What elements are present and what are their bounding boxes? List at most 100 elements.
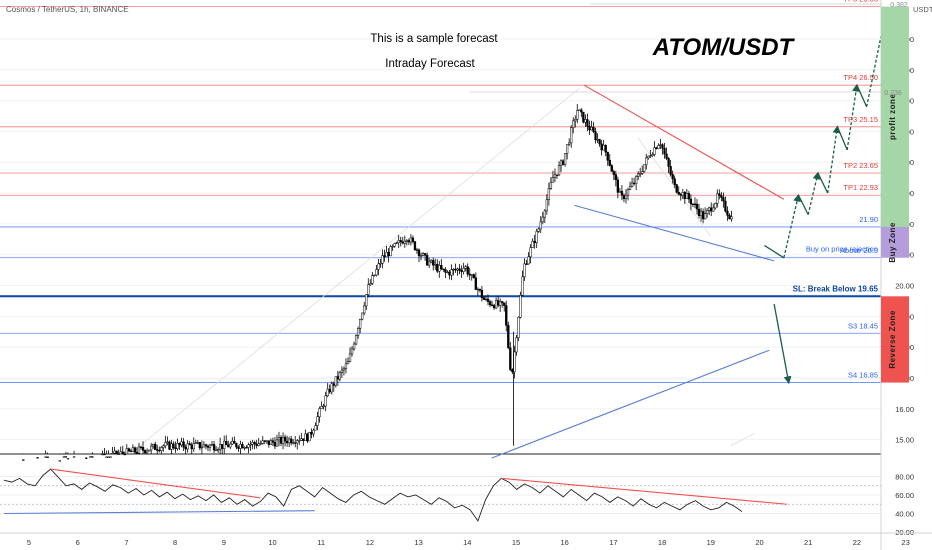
candle-body [472, 274, 475, 279]
time-axis[interactable]: 5 6 7 8 9 10 11 12 13 14 15 16 17 18 19 20 21 22 23 [27, 538, 910, 547]
time-tick-label: 9 [222, 538, 226, 547]
candle-body [287, 438, 291, 444]
candle-body [373, 274, 376, 277]
forecast-segment [797, 194, 809, 215]
zone-label: profit zone [888, 94, 897, 140]
candle-body [152, 444, 155, 447]
candle-body [632, 182, 636, 185]
candle-body [308, 431, 311, 442]
candle-body [726, 210, 729, 216]
candle-body [705, 210, 709, 214]
candle-body [486, 298, 490, 302]
candle-body [233, 440, 236, 444]
candle-body [476, 288, 480, 291]
candle-body [243, 447, 246, 449]
candle-body [693, 203, 697, 206]
candle-body [129, 450, 133, 453]
candle-body [320, 405, 323, 409]
candle-body [622, 194, 626, 199]
level-label: SL: Break Below 19.65 [793, 284, 879, 293]
symbol-header: Cosmos / TetherUS, 1h, BINANCE [6, 5, 129, 14]
fib-label-0236: 0.236 [884, 90, 902, 97]
forecast-segment [783, 193, 801, 258]
candle-body [484, 298, 488, 301]
candle-body [681, 192, 684, 196]
candle-body [212, 444, 216, 451]
faint-trendline [730, 433, 755, 447]
time-tick-label: 17 [609, 538, 617, 547]
candle-body [616, 179, 620, 193]
candle-body [432, 260, 435, 266]
candle-body [180, 441, 183, 446]
candle-body [594, 131, 597, 141]
candle-body [46, 456, 49, 458]
candle-body [36, 457, 39, 459]
zone-label: Buy Zone [888, 222, 897, 262]
pair-title: ATOM/USDT [652, 34, 796, 61]
time-tick-label: 18 [658, 538, 666, 547]
candle-body [348, 353, 352, 362]
candle-body [200, 446, 204, 449]
candle-body [462, 268, 465, 272]
candle-body [198, 442, 202, 449]
candle-body [261, 440, 264, 444]
candle-body [499, 301, 502, 306]
candle-body [618, 190, 622, 193]
zone-bar [881, 296, 909, 383]
candle-body [204, 444, 208, 447]
candle-body [697, 208, 701, 216]
candle-body [415, 249, 419, 251]
candle-body [582, 111, 585, 123]
candle-body [714, 203, 717, 209]
candle-body [290, 438, 293, 444]
time-tick-label: 6 [76, 538, 80, 547]
osc-trendline [501, 477, 788, 505]
candle-body [456, 268, 459, 271]
candle-body [551, 177, 555, 183]
candle-body [401, 241, 404, 244]
candle-body [267, 440, 270, 445]
candle-body [541, 216, 544, 223]
sample-forecast-text: This is a sample forecast [370, 33, 498, 45]
time-tick-label: 10 [268, 538, 276, 547]
candle-body [421, 253, 425, 256]
candle-body [716, 193, 719, 204]
candle-body [359, 318, 362, 329]
candle-body [371, 275, 374, 284]
candle-body [109, 456, 112, 458]
candle-body [105, 456, 108, 458]
time-tick-label: 5 [27, 538, 31, 547]
candle-body [101, 453, 104, 456]
candle-body [667, 158, 670, 167]
candle-body [147, 449, 151, 452]
candle-body [141, 447, 145, 451]
candle-body [162, 445, 165, 448]
candle-body [523, 263, 526, 278]
candle-body [572, 120, 575, 128]
candle-body [691, 203, 695, 205]
candle-body [206, 445, 210, 448]
candle-body [283, 436, 287, 442]
candle-body [442, 268, 445, 270]
candle-body [608, 160, 611, 166]
support-trendline [574, 204, 775, 262]
candle-body [389, 246, 392, 257]
candle-body [537, 228, 540, 232]
candle-body [172, 443, 175, 448]
osc-trendline [3, 510, 315, 515]
candle-body [265, 440, 268, 442]
candle-body [269, 440, 273, 445]
candle-body [383, 255, 386, 258]
candle-body [135, 451, 139, 454]
candle-body [689, 198, 693, 205]
candle-body [501, 301, 504, 304]
time-tick-label: 22 [853, 538, 861, 547]
candle-body [547, 188, 551, 200]
candle-body [66, 458, 70, 460]
candle-body [365, 294, 368, 307]
candle-body [604, 145, 607, 153]
candle-body [444, 269, 447, 273]
candle-body [174, 447, 177, 449]
candle-body [610, 165, 613, 172]
